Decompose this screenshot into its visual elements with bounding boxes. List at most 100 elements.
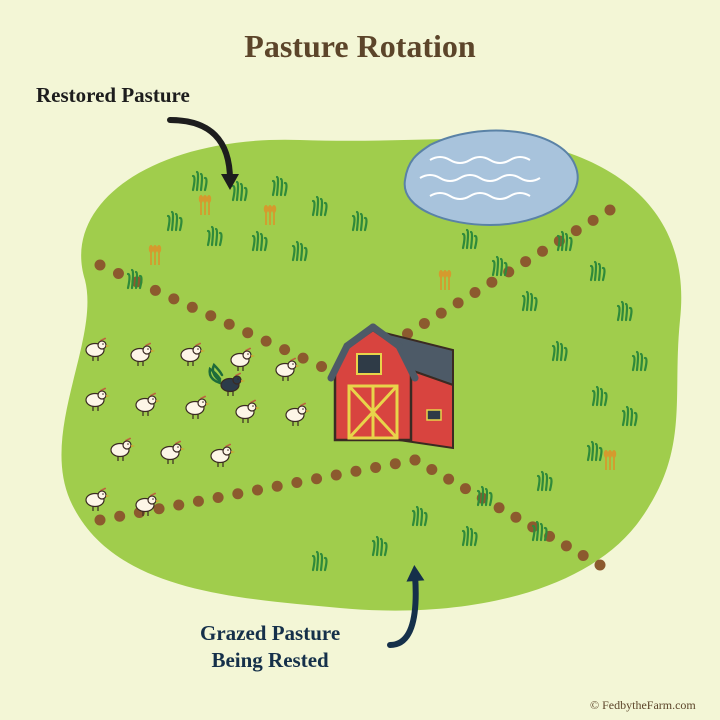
grass-tuft xyxy=(558,232,572,250)
fence-dot xyxy=(503,266,514,277)
grass-tuft xyxy=(478,487,492,505)
grass-tuft xyxy=(253,232,267,250)
fence-dot xyxy=(443,474,454,485)
fence-dot xyxy=(193,496,204,507)
grass-tuft xyxy=(313,552,327,570)
fence-dot xyxy=(595,560,606,571)
fence-dot xyxy=(370,462,381,473)
fence-dot xyxy=(242,327,253,338)
fence-dot xyxy=(527,521,538,532)
grass-tuft xyxy=(593,387,607,405)
fence-dot xyxy=(205,310,216,321)
chicken-icon xyxy=(181,343,205,367)
grass-tuft xyxy=(463,527,477,545)
grass-tuft xyxy=(128,270,142,288)
pond xyxy=(405,131,578,225)
fence-dot xyxy=(173,500,184,511)
grass-tuft xyxy=(538,472,552,490)
fence-dot xyxy=(232,488,243,499)
fence-dot xyxy=(95,260,106,271)
grass-tuft xyxy=(353,212,367,230)
arrow-stem xyxy=(170,120,230,180)
arrow-head xyxy=(406,565,424,582)
chicken-icon xyxy=(236,400,260,424)
fence-dot xyxy=(571,225,582,236)
fence-dot xyxy=(252,485,263,496)
fence-dot xyxy=(187,302,198,313)
pond-wave xyxy=(420,175,540,181)
pasture-shape xyxy=(61,139,681,611)
grass-tuft xyxy=(273,177,287,195)
fence-dot xyxy=(298,353,309,364)
chicken-icon xyxy=(86,388,110,412)
fence-dot xyxy=(419,318,430,329)
grass-tuft xyxy=(313,197,327,215)
grass-tuft xyxy=(591,262,605,280)
chicken-icon xyxy=(231,348,255,372)
fence-dot xyxy=(544,531,555,542)
wheat-tuft xyxy=(149,245,161,265)
fence-dot xyxy=(213,492,224,503)
grass-tuft xyxy=(168,212,182,230)
page-title: Pasture Rotation xyxy=(0,28,720,65)
chicken-icon xyxy=(276,358,300,382)
fence-dot xyxy=(154,503,165,514)
label-grazed-pasture: Grazed PastureBeing Rested xyxy=(200,620,340,675)
fence-dot xyxy=(291,477,302,488)
grass-tuft xyxy=(293,242,307,260)
rooster-icon xyxy=(210,365,245,396)
wheat-tuft xyxy=(264,205,276,225)
fence-dot xyxy=(470,287,481,298)
barn-icon xyxy=(331,327,453,448)
chicken-icon xyxy=(86,488,110,512)
chicken-icon xyxy=(161,441,185,465)
fence-dot xyxy=(385,339,396,350)
fence-dot xyxy=(316,361,327,372)
fence-dot xyxy=(279,344,290,355)
wheat-tuft xyxy=(604,450,616,470)
fence-dot xyxy=(520,256,531,267)
grass-tuft xyxy=(373,537,387,555)
fence-dot xyxy=(402,328,413,339)
grass-tuft xyxy=(208,227,222,245)
fence-dot xyxy=(335,370,346,381)
fence-dot xyxy=(436,308,447,319)
grass-tuft xyxy=(193,172,207,190)
fence-dot xyxy=(272,481,283,492)
grass-tuft xyxy=(413,507,427,525)
fence-dot xyxy=(390,458,401,469)
grass-tuft xyxy=(618,302,632,320)
grass-tuft xyxy=(633,352,647,370)
fence-dot xyxy=(510,512,521,523)
label-restored-pasture: Restored Pasture xyxy=(36,82,190,109)
fence-dot xyxy=(335,370,346,381)
chicken-icon xyxy=(111,438,135,462)
fence-dot xyxy=(224,319,235,330)
chicken-icon xyxy=(186,396,210,420)
fence-dot xyxy=(350,466,361,477)
fence-dot xyxy=(114,511,125,522)
chicken-icon xyxy=(211,444,235,468)
fence-dot xyxy=(368,349,379,360)
fence-dot xyxy=(134,507,145,518)
chicken-icon xyxy=(136,493,160,517)
fence-dot xyxy=(477,493,488,504)
chicken-icon xyxy=(86,338,110,362)
grass-tuft xyxy=(588,442,602,460)
fence-dot xyxy=(261,336,272,347)
fence-dot xyxy=(561,540,572,551)
fence-dot xyxy=(460,483,471,494)
wheat-tuft xyxy=(199,195,211,215)
fence-dot xyxy=(426,464,437,475)
fence-dot xyxy=(351,359,362,370)
pond-wave xyxy=(430,157,530,163)
grass-tuft xyxy=(463,230,477,248)
fence-dot xyxy=(168,293,179,304)
fence-dot xyxy=(554,235,565,246)
copyright-text: © FedbytheFarm.com xyxy=(590,698,696,713)
fence-dot xyxy=(494,502,505,513)
grass-tuft xyxy=(553,342,567,360)
grass-tuft xyxy=(523,292,537,310)
fence-dot xyxy=(588,215,599,226)
arrow-head xyxy=(221,174,239,190)
